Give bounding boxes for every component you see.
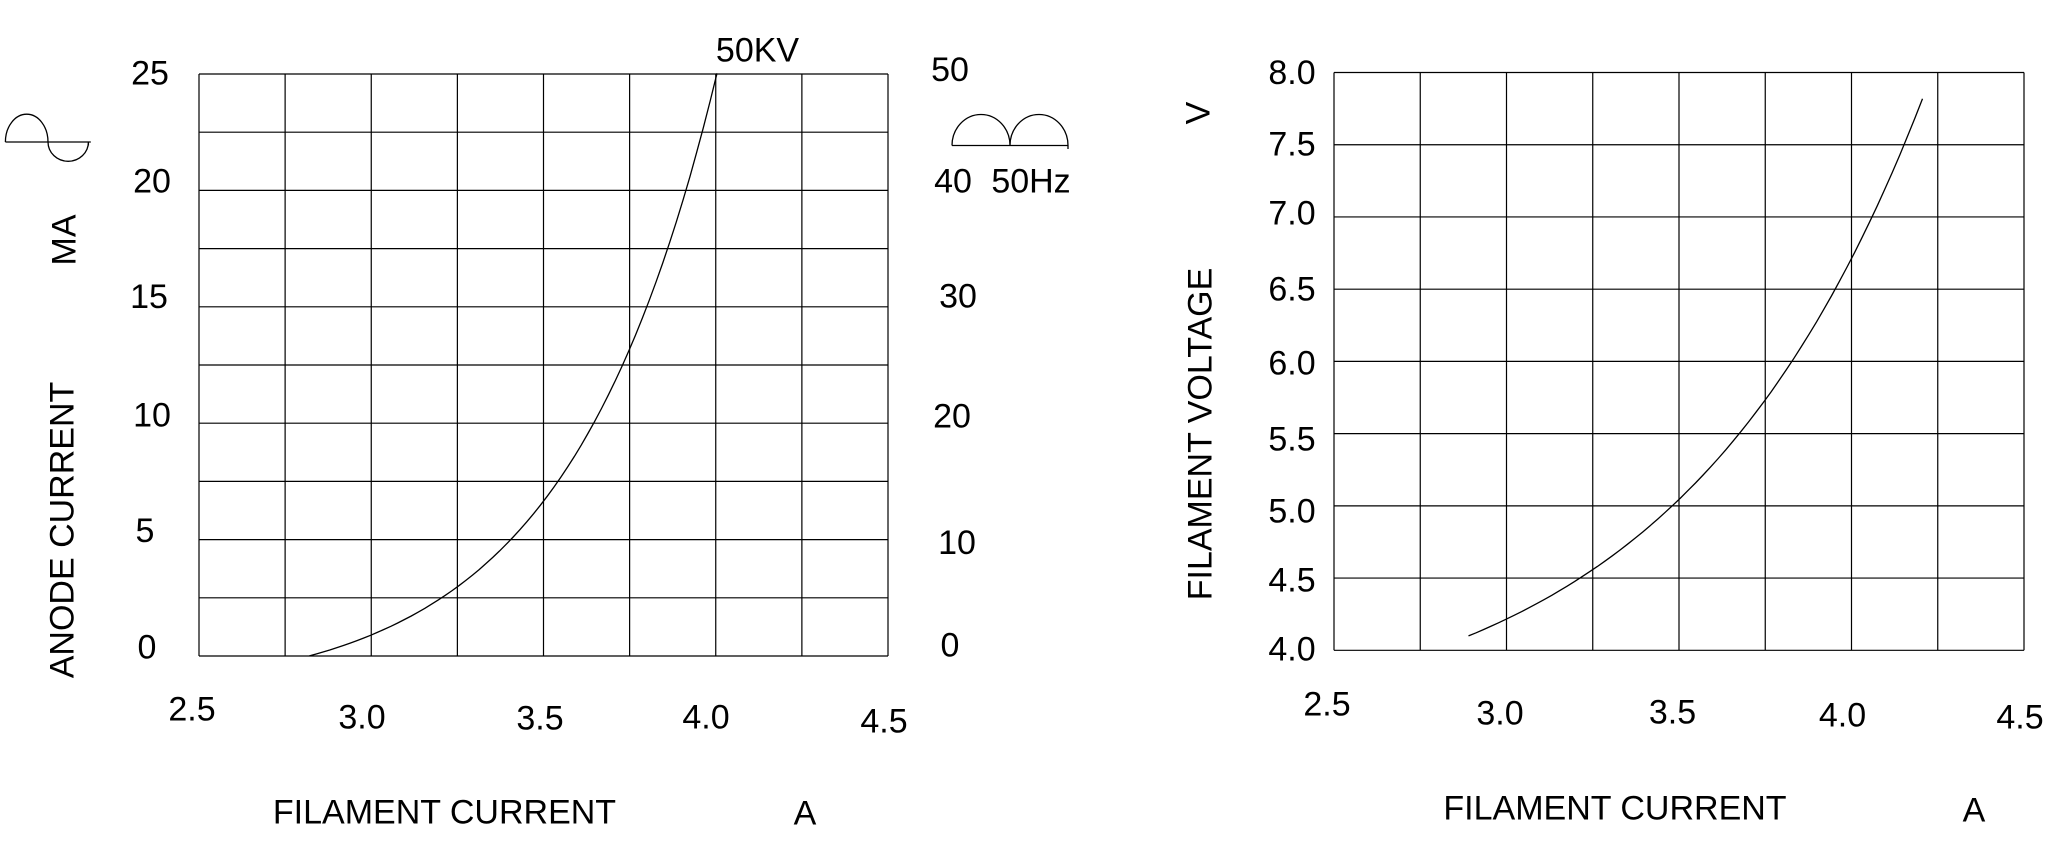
svg-text:3.0: 3.0: [338, 698, 385, 736]
svg-text:7.0: 7.0: [1268, 194, 1315, 232]
svg-text:5.5: 5.5: [1268, 420, 1315, 458]
svg-text:MA: MA: [45, 214, 83, 265]
svg-text:6.5: 6.5: [1268, 270, 1315, 308]
svg-text:5: 5: [136, 512, 155, 550]
svg-text:40: 40: [934, 162, 972, 200]
svg-text:25: 25: [131, 54, 169, 92]
svg-text:4.0: 4.0: [682, 698, 729, 736]
svg-text:0: 0: [941, 626, 960, 664]
svg-text:10: 10: [133, 397, 171, 435]
svg-text:3.5: 3.5: [1649, 693, 1696, 731]
svg-text:4.5: 4.5: [860, 702, 907, 740]
svg-text:20: 20: [933, 397, 971, 435]
svg-text:FILAMENT VOLTAGE: FILAMENT VOLTAGE: [1181, 268, 1219, 601]
svg-text:20: 20: [133, 162, 171, 200]
svg-text:7.5: 7.5: [1268, 125, 1315, 163]
svg-text:4.0: 4.0: [1819, 696, 1866, 734]
svg-text:V: V: [1179, 101, 1217, 124]
svg-text:10: 10: [938, 524, 976, 562]
svg-text:ANODE CURRENT: ANODE CURRENT: [43, 382, 81, 679]
svg-text:30: 30: [939, 277, 977, 315]
svg-text:3.0: 3.0: [1476, 694, 1523, 732]
svg-text:3.5: 3.5: [516, 699, 563, 737]
svg-text:2.5: 2.5: [1303, 685, 1350, 723]
svg-text:5.0: 5.0: [1268, 492, 1315, 530]
svg-text:4.5: 4.5: [1268, 561, 1315, 599]
svg-text:0: 0: [138, 629, 157, 667]
svg-text:8.0: 8.0: [1268, 54, 1315, 92]
svg-text:50: 50: [931, 51, 969, 89]
svg-text:15: 15: [130, 278, 168, 316]
svg-text:4.5: 4.5: [1996, 698, 2043, 736]
svg-text:2.5: 2.5: [168, 690, 215, 728]
svg-text:50KV: 50KV: [716, 31, 799, 69]
svg-text:4.0: 4.0: [1268, 630, 1315, 668]
svg-text:50Hz: 50Hz: [991, 162, 1070, 200]
svg-text:FILAMENT CURRENT: FILAMENT CURRENT: [1443, 789, 1786, 827]
svg-text:A: A: [794, 794, 817, 832]
svg-text:6.0: 6.0: [1268, 344, 1315, 382]
svg-text:A: A: [1963, 791, 1986, 829]
svg-text:FILAMENT CURRENT: FILAMENT CURRENT: [273, 793, 616, 831]
